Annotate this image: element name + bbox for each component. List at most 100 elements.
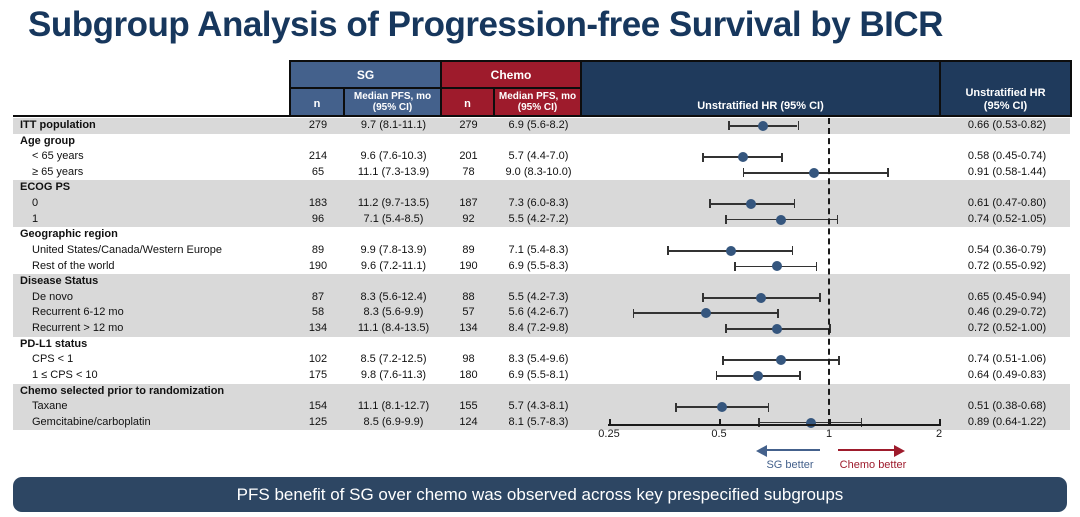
cell-sg-n: 134 (308, 322, 328, 335)
cell-sg-median-pfs: 8.3 (5.6-9.9) (363, 306, 424, 319)
group-header-row: Disease Status (13, 274, 1070, 290)
ci-cap (734, 261, 736, 271)
hr-point-marker (726, 245, 737, 256)
chemo-column-header: Chemo (442, 62, 580, 87)
subgroup-label: United States/Canada/Western Europe (32, 243, 222, 256)
subgroup-label: < 65 years (32, 150, 84, 163)
cell-chemo-n: 190 (459, 259, 478, 272)
table-row: ≥ 65 years 65 11.1 (7.3-13.9) 78 9.0 (8.3-10… (13, 164, 1070, 181)
cell-chemo-median-pfs: 8.4 (7.2-9.8) (508, 322, 569, 335)
subgroup-label: Rest of the world (32, 259, 115, 272)
table-row: United States/Canada/Western Europe 89 9.9… (13, 242, 1070, 259)
chemo-better-arrow-line (838, 449, 894, 452)
cell-sg-n: 154 (308, 400, 328, 413)
ci-cap (836, 215, 839, 225)
hr-column-header: Unstratified HR (95% CI) (941, 62, 1070, 117)
table-row: Recurrent > 12 mo 134 11.1 (8.4-13.5) 134 8.… (13, 321, 1070, 337)
cell-chemo-n: 279 (459, 119, 478, 131)
ci-cap (815, 261, 818, 271)
cell-sg-n: 175 (308, 368, 328, 381)
axis-tick (939, 419, 941, 425)
table-row: De novo 87 8.3 (5.6-12.4) 88 5.5 (4.2-7.3) 0.… (13, 289, 1070, 306)
hr-header-line2: (95% CI) (983, 100, 1028, 112)
subgroup-label: 0 (32, 197, 39, 210)
subgroup-label: CPS < 1 (32, 353, 74, 366)
cell-chemo-n: 201 (459, 150, 478, 163)
hr-header-line1: Unstratified HR (965, 87, 1046, 99)
page-title: Subgroup Analysis of Progression-free Su… (28, 5, 943, 44)
cell-chemo-median-pfs: 7.1 (5.4-8.3) (508, 243, 569, 256)
forest-panel-header: Unstratified HR (95% CI) (582, 62, 939, 117)
cell-chemo-n: 92 (462, 212, 475, 225)
cell-sg-median-pfs: 8.5 (6.9-9.9) (363, 415, 424, 428)
subgroup-label: Recurrent > 12 mo (32, 322, 124, 335)
cell-sg-n: 58 (311, 306, 325, 319)
ci-cap (722, 355, 724, 365)
cell-chemo-n: 88 (462, 290, 475, 303)
ci-cap (666, 246, 669, 256)
ci-cap (742, 168, 745, 178)
cell-sg-n: 183 (308, 197, 328, 210)
cell-chemo-median-pfs: 9.0 (8.3-10.0) (505, 165, 572, 178)
group-header-row: PD-L1 status (13, 336, 1070, 353)
table-row: Recurrent 6-12 mo 58 8.3 (5.6-9.9) 57 5.6 (4… (13, 305, 1070, 322)
hr-point-marker (737, 152, 748, 163)
cell-chemo-n: 98 (462, 353, 475, 366)
hr-point-marker (758, 120, 769, 131)
table-row: 1 ≤ CPS < 10 175 9.8 (7.6-11.3) 180 6.9 (5.5… (13, 367, 1070, 384)
subgroup-label: ITT population (20, 119, 96, 131)
subgroup-label: ≥ 65 years (32, 165, 84, 178)
ci-cap (781, 152, 783, 162)
chemo-median-header: Median PFS, mo (95% CI) (495, 89, 580, 115)
subgroup-label: Recurrent 6-12 mo (32, 306, 124, 319)
cell-hr-ci: 0.51 (0.38-0.68) (967, 400, 1047, 413)
ci-cap (758, 418, 760, 428)
sg-better-label: SG better (766, 459, 814, 471)
cell-sg-n: 89 (311, 243, 325, 256)
header-bottom-border (13, 115, 1070, 117)
hr-point-marker (776, 355, 787, 366)
cell-sg-median-pfs: 9.8 (7.6-11.3) (360, 368, 427, 381)
ci-cap (709, 199, 711, 209)
cell-sg-median-pfs: 7.1 (5.4-8.5) (363, 212, 424, 225)
cell-sg-median-pfs: 9.6 (7.6-10.3) (360, 150, 427, 163)
cell-chemo-n: 187 (459, 197, 478, 210)
subgroup-label: Gemcitabine/carboplatin (32, 415, 151, 428)
chemo-n-header: n (442, 89, 493, 115)
cell-hr-ci: 0.72 (0.52-1.00) (967, 322, 1047, 335)
cell-sg-n: 125 (308, 415, 328, 428)
sg-median-header-text: Median PFS, mo (95% CI) (353, 91, 432, 113)
cell-sg-n: 102 (308, 353, 328, 366)
cell-hr-ci: 0.72 (0.55-0.92) (967, 259, 1047, 272)
hr-point-marker (755, 292, 766, 303)
axis-tick (829, 419, 831, 425)
cell-sg-median-pfs: 8.5 (7.2-12.5) (360, 353, 427, 366)
cell-sg-median-pfs: 11.2 (9.7-13.5) (357, 197, 430, 210)
takeaway-banner: PFS benefit of SG over chemo was observe… (13, 477, 1067, 512)
axis-tick-label: 2 (935, 428, 943, 440)
subgroup-label: PD-L1 status (20, 337, 88, 350)
cell-chemo-median-pfs: 5.5 (4.2-7.3) (508, 290, 569, 303)
hr-point-marker (745, 198, 756, 209)
subgroup-label: Disease Status (20, 275, 99, 288)
cell-chemo-median-pfs: 6.9 (5.5-8.1) (508, 368, 569, 381)
ci-cap (793, 199, 796, 209)
cell-chemo-n: 155 (459, 400, 478, 413)
subgroup-label: Chemo selected prior to randomization (20, 384, 225, 397)
cell-chemo-n: 124 (459, 415, 478, 428)
ci-cap (799, 371, 802, 381)
hr-point-marker (717, 402, 728, 413)
hr-point-marker (771, 261, 782, 272)
cell-sg-median-pfs: 11.1 (7.3-13.9) (357, 165, 430, 178)
cell-hr-ci: 0.74 (0.52-1.05) (967, 212, 1047, 225)
cell-sg-n: 87 (311, 290, 325, 303)
ci-cap (776, 308, 779, 318)
sg-column-header: SG (291, 62, 440, 87)
subgroup-label: ECOG PS (20, 181, 71, 194)
ci-cap (725, 215, 727, 225)
table-row: 1 96 7.1 (5.4-8.5) 92 5.5 (4.2-7.2) 0.74 (0.5… (13, 211, 1070, 228)
table-row: < 65 years 214 9.6 (7.6-10.3) 201 5.7 (4.4-7… (13, 149, 1070, 165)
ci-cap (767, 402, 770, 412)
cell-chemo-median-pfs: 5.7 (4.3-8.1) (508, 400, 569, 413)
cell-chemo-n: 78 (462, 165, 475, 178)
